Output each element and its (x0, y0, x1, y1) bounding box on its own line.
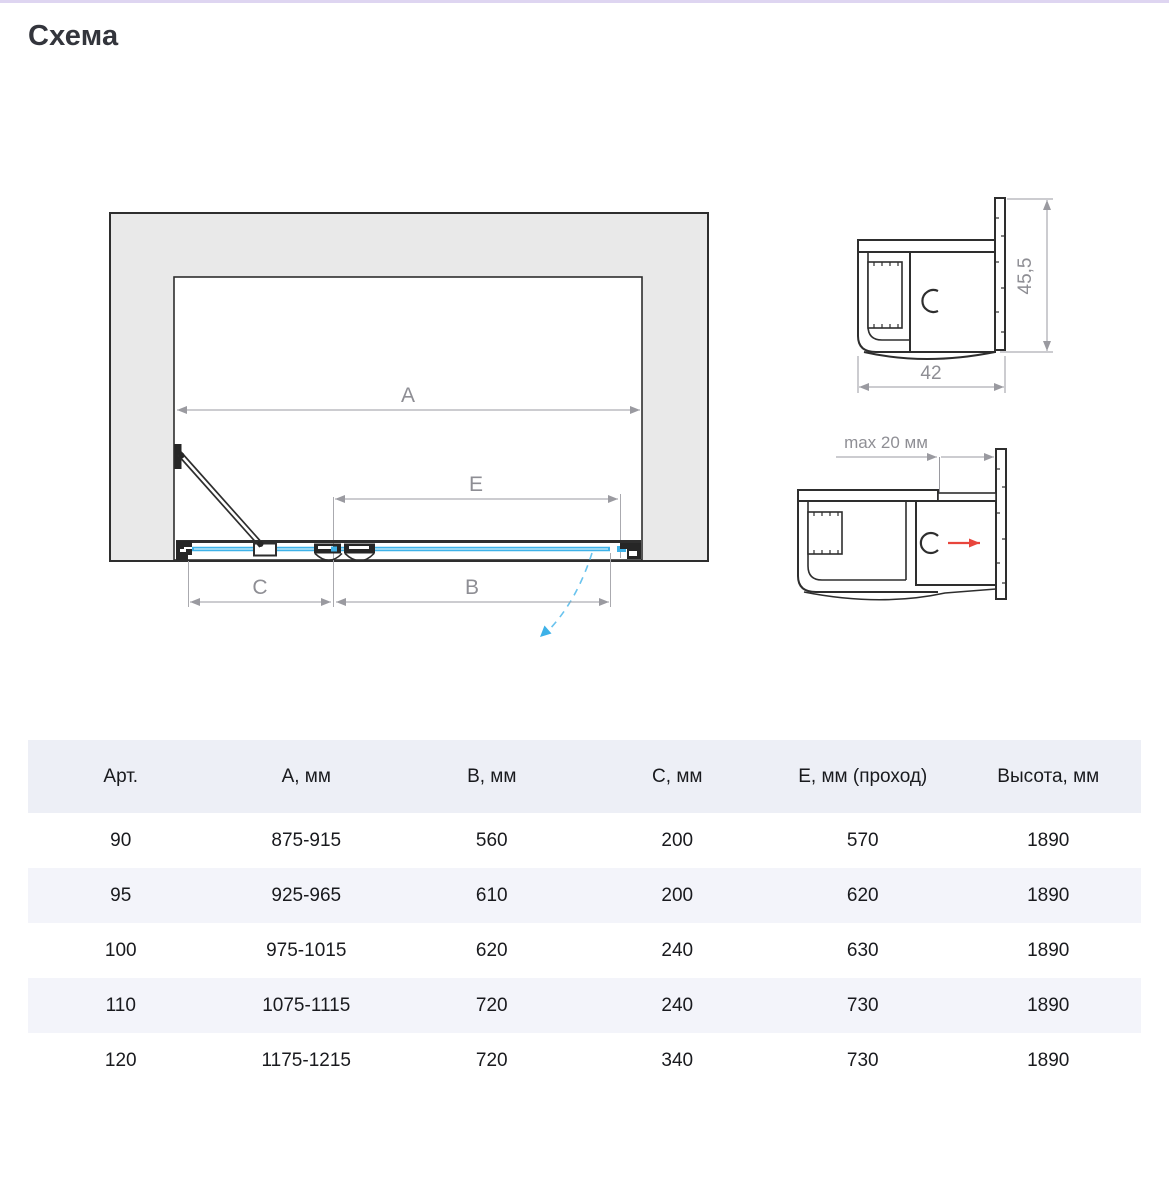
adjustable-profile-section: max 20 мм (797, 433, 1007, 601)
table-cell: 620 (770, 868, 956, 923)
table-cell: 720 (399, 1033, 585, 1088)
left-wall-profile (176, 541, 192, 560)
support-bar-clamp (253, 542, 277, 557)
column-header: Арт. (28, 740, 214, 813)
right-wall-profile (620, 543, 641, 559)
column-header: А, мм (213, 740, 399, 813)
door-swing-arc (540, 552, 593, 637)
table-cell: 1175-1215 (213, 1033, 399, 1088)
table-row: 120 1175-1215 720 340 730 1890 (28, 1033, 1141, 1088)
table-cell: 570 (770, 813, 956, 868)
dimension-c: C (190, 576, 331, 606)
table-row: 110 1075-1115 720 240 730 1890 (28, 978, 1141, 1033)
table-cell: 95 (28, 868, 214, 923)
wall-profile-section: 45,5 42 (857, 197, 1053, 393)
table-cell: 100 (28, 923, 214, 978)
adjustment-dimension (836, 453, 994, 492)
table-row: 95 925-965 610 200 620 1890 (28, 868, 1141, 923)
table-cell: 240 (584, 923, 770, 978)
table-cell: 340 (584, 1033, 770, 1088)
size-table-header: Арт. А, мм В, мм С, мм Е, мм (проход) Высота,… (28, 740, 1141, 813)
table-cell: 90 (28, 813, 214, 868)
shower-niche-top-view: A E C B (109, 212, 709, 637)
table-row: 100 975-1015 620 240 630 1890 (28, 923, 1141, 978)
table-cell: 720 (399, 978, 585, 1033)
table-cell: 1890 (955, 923, 1141, 978)
dimension-c-label: C (252, 576, 267, 599)
dimension-a-label: A (401, 384, 415, 407)
table-cell: 560 (399, 813, 585, 868)
dimension-b-label: B (465, 576, 479, 599)
table-cell: 925-965 (213, 868, 399, 923)
technical-diagram: A E C B (109, 197, 1053, 637)
table-cell: 1890 (955, 978, 1141, 1033)
profile-wall-flange (994, 197, 1006, 351)
table-cell: 1890 (955, 813, 1141, 868)
table-cell: 1890 (955, 868, 1141, 923)
table-cell: 730 (770, 978, 956, 1033)
dimension-a: A (177, 384, 640, 414)
column-header: С, мм (584, 740, 770, 813)
table-cell: 975-1015 (213, 923, 399, 978)
profile-width-label: 42 (920, 363, 941, 384)
table-cell: 200 (584, 868, 770, 923)
adjustment-label: max 20 мм (844, 433, 928, 452)
niche-opening (173, 276, 643, 561)
pivot-hinge (314, 543, 375, 562)
table-cell: 730 (770, 1033, 956, 1088)
table-cell: 120 (28, 1033, 214, 1088)
table-cell: 240 (584, 978, 770, 1033)
table-cell: 1890 (955, 1033, 1141, 1088)
dimension-e-label: E (469, 473, 483, 496)
screw-boss (921, 288, 939, 314)
table-cell: 200 (584, 813, 770, 868)
profile-height-label: 45,5 (1015, 258, 1036, 295)
column-header: Е, мм (проход) (770, 740, 956, 813)
size-table-body: 90 875-915 560 200 570 1890 95 925-965 610 200 620… (28, 813, 1141, 1088)
size-table: Арт. А, мм В, мм С, мм Е, мм (проход) Высота,… (28, 740, 1141, 1088)
header-row: Арт. А, мм В, мм С, мм Е, мм (проход) Высота,… (28, 740, 1141, 813)
profile-wall-flange (995, 448, 1007, 600)
page-title: Схема (28, 20, 119, 52)
dimension-b: B (336, 576, 609, 606)
table-cell: 630 (770, 923, 956, 978)
table-cell: 620 (399, 923, 585, 978)
table-cell: 110 (28, 978, 214, 1033)
column-header: В, мм (399, 740, 585, 813)
column-header: Высота, мм (955, 740, 1141, 813)
profile-dimensions (857, 198, 1053, 393)
table-cell: 875-915 (213, 813, 399, 868)
dimension-e: E (335, 473, 618, 503)
table-row: 90 875-915 560 200 570 1890 (28, 813, 1141, 868)
support-bar (174, 444, 264, 548)
page-top-accent-strip (0, 0, 1169, 3)
screw-boss (919, 531, 939, 555)
table-cell: 1075-1115 (213, 978, 399, 1033)
table-cell: 610 (399, 868, 585, 923)
